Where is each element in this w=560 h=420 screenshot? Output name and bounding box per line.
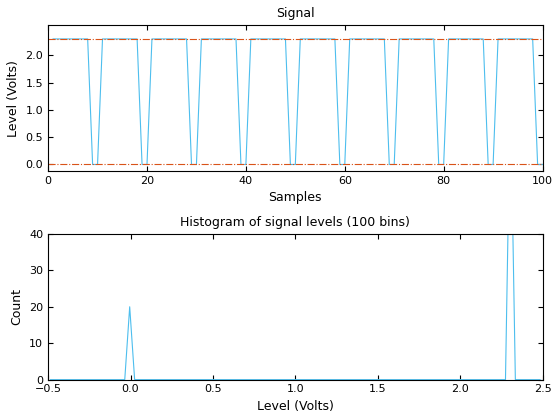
Title: Signal: Signal: [276, 7, 315, 20]
Y-axis label: Level (Volts): Level (Volts): [7, 60, 20, 136]
Title: Histogram of signal levels (100 bins): Histogram of signal levels (100 bins): [180, 215, 410, 228]
Y-axis label: Count: Count: [11, 288, 24, 325]
X-axis label: Level (Volts): Level (Volts): [257, 400, 334, 413]
X-axis label: Samples: Samples: [269, 192, 322, 205]
